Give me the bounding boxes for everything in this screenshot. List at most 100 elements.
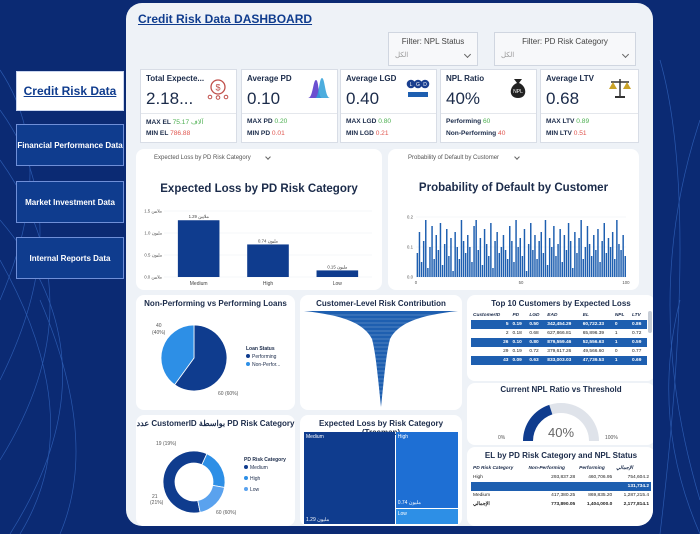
bar bbox=[458, 259, 461, 277]
donut-label-low: 19 (19%) bbox=[156, 441, 177, 447]
treemap-chart: Medium High Low 1.29 مليون 0.74 مليون bbox=[304, 432, 459, 525]
bar bbox=[576, 253, 578, 277]
nav-label: Financial Performance Data bbox=[17, 140, 123, 150]
donut-legend-high: High bbox=[244, 476, 260, 482]
cell bbox=[526, 482, 578, 491]
kpi-value: 0.10 bbox=[247, 89, 281, 108]
cell: 2,177,814.1 bbox=[623, 502, 649, 507]
cell: 0.63 bbox=[527, 356, 546, 365]
bar bbox=[475, 220, 477, 277]
table-scrollbar[interactable] bbox=[648, 311, 652, 333]
donut-label-high: 21 bbox=[152, 494, 158, 500]
cell: 0.19 bbox=[510, 347, 528, 356]
table-row[interactable]: 131,734.2 bbox=[471, 482, 651, 491]
kpi-max-value: 0.89 bbox=[576, 118, 590, 125]
bar bbox=[546, 265, 549, 277]
filter-label: Filter: PD Risk Category bbox=[522, 37, 608, 46]
cell bbox=[577, 482, 615, 491]
table-row[interactable]: 43 0.09 0.63 833,003.03 47,739.53 1 0.69 bbox=[471, 356, 647, 365]
legend-label: Performing bbox=[252, 354, 277, 360]
legend-label: Medium bbox=[250, 465, 268, 471]
x-tick-label: High bbox=[263, 281, 274, 287]
filter-pd-risk-category[interactable]: Filter: PD Risk Category الكل bbox=[494, 32, 636, 66]
bar bbox=[572, 268, 574, 277]
legend-label: Non-Perfor... bbox=[252, 362, 281, 368]
kpi-row-label: MAX PD bbox=[247, 118, 273, 125]
nav-market-investment-data[interactable]: Market Investment Data bbox=[16, 181, 124, 223]
table-row[interactable]: 26 0.10 0.80 879,559.46 52,556.63 1 0.59 bbox=[471, 338, 647, 347]
nav-internal-reports-data[interactable]: Internal Reports Data bbox=[16, 237, 124, 279]
bar bbox=[473, 226, 475, 277]
bar bbox=[429, 247, 431, 277]
svg-text:$: $ bbox=[215, 83, 220, 93]
bar bbox=[443, 244, 446, 277]
donut-title: عدد CustomerID بواسطة PD Risk Category bbox=[136, 419, 295, 428]
kpi-title: NPL Ratio bbox=[446, 74, 485, 83]
kpi-npl-ratio: NPL Ratio 40% NPL Performing 60 Non-Perf… bbox=[440, 69, 537, 143]
col-header: NPL bbox=[614, 313, 625, 318]
nav-financial-performance-data[interactable]: Financial Performance Data bbox=[16, 124, 124, 166]
cell: 0.86 bbox=[630, 320, 647, 329]
bar bbox=[418, 232, 421, 277]
bar bbox=[616, 220, 618, 277]
el-slicer-label: Expected Loss by PD Risk Category bbox=[154, 155, 251, 161]
category-donut-chart bbox=[162, 450, 226, 514]
filter-value: الكل bbox=[395, 52, 409, 59]
bar bbox=[479, 238, 482, 277]
x-tick-label: Medium bbox=[190, 281, 208, 287]
cell: 0.72 bbox=[527, 347, 546, 356]
x-tick-label: Low bbox=[333, 281, 343, 287]
el-npl-title: EL by PD Risk Category and NPL Status bbox=[484, 451, 638, 460]
treemap-card: Expected Loss by Risk Category (Treemap)… bbox=[300, 415, 462, 526]
bell-curve-icon bbox=[308, 78, 330, 98]
table-row[interactable]: 29 0.19 0.72 379,617.26 49,566.60 0 0.77 bbox=[471, 347, 647, 356]
filter-value: الكل bbox=[501, 52, 515, 59]
filter-npl-status[interactable]: Filter: NPL Status الكل bbox=[388, 32, 478, 66]
bar bbox=[506, 259, 509, 277]
kpi-row-label: MIN EL bbox=[146, 130, 169, 137]
npl-label-performing: 60 (60%) bbox=[218, 391, 239, 397]
el-slicer[interactable]: Expected Loss by PD Risk Category bbox=[154, 154, 272, 161]
customers-by-category-card: عدد CustomerID بواسطة PD Risk Category P… bbox=[136, 415, 295, 526]
nav-credit-risk-data[interactable]: Credit Risk Data bbox=[16, 71, 124, 111]
kpi-title: Average LTV bbox=[546, 74, 595, 83]
cell: 0.19 bbox=[510, 320, 528, 329]
kpi-row-label: MAX LGD bbox=[346, 118, 377, 125]
table-row[interactable]: 5 0.19 0.50 342,454.29 60,722.33 0 0.86 bbox=[471, 320, 647, 329]
treemap-tile-label: Medium bbox=[306, 434, 324, 440]
top10-table: CustomerID PD LGD EAD EL NPL LTV 5 0.19 0.… bbox=[471, 311, 647, 365]
bar bbox=[555, 256, 557, 277]
table-row[interactable]: 2 0.18 0.68 627,866.81 65,896.39 1 0.72 bbox=[471, 329, 647, 338]
bar bbox=[467, 235, 469, 277]
npl-legend-nonperforming: Non-Perfor... bbox=[246, 362, 280, 368]
bar bbox=[601, 241, 603, 277]
bar bbox=[565, 250, 568, 277]
table-row[interactable]: Medium 417,380.25 869,835.20 1,287,215.4 bbox=[471, 491, 651, 500]
bar bbox=[567, 223, 570, 277]
bar bbox=[416, 253, 419, 277]
chevron-down-icon bbox=[265, 154, 272, 160]
cell: 0.50 bbox=[527, 320, 546, 329]
kpi-title: Total Expecte... bbox=[146, 74, 205, 83]
svg-text:G: G bbox=[416, 82, 420, 88]
npl-pie-title: Non-Performing vs Performing Loans bbox=[144, 299, 287, 308]
pie-slice-high bbox=[201, 453, 226, 488]
bar bbox=[439, 223, 442, 277]
bar bbox=[534, 235, 536, 277]
table-row[interactable]: High 293,837.28 460,706.95 754,604.2 bbox=[471, 473, 651, 482]
gauge-fill bbox=[523, 404, 553, 441]
kpi-row-label: MAX LTV bbox=[546, 118, 575, 125]
bar bbox=[590, 256, 593, 277]
kpi-value: 0.68 bbox=[546, 89, 580, 108]
bar bbox=[525, 271, 528, 277]
treemap-value-medium: 1.29 مليون bbox=[306, 517, 330, 523]
pd-slicer[interactable]: Probability of Default by Customer bbox=[408, 154, 520, 161]
cell bbox=[471, 482, 527, 491]
bar bbox=[464, 253, 467, 277]
cell: 60,722.33 bbox=[580, 320, 613, 329]
cell: 0 bbox=[612, 320, 631, 329]
bar bbox=[538, 241, 540, 277]
y-tick-label: 0.0 ملايين bbox=[144, 275, 162, 280]
bar bbox=[595, 250, 597, 277]
cell: Medium bbox=[471, 491, 527, 500]
